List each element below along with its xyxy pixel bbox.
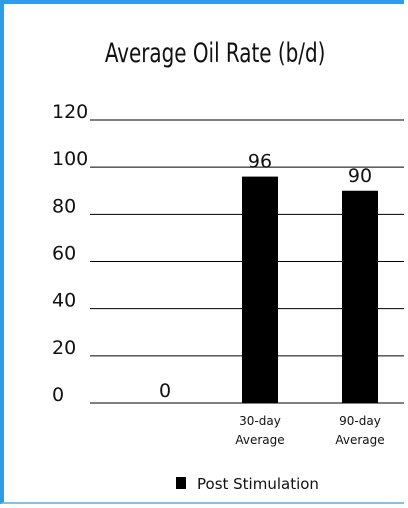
data-label: 96: [248, 151, 272, 173]
y-tick-label: 60: [52, 243, 76, 265]
y-tick-label: 20: [52, 337, 76, 359]
category-label: Average: [335, 433, 384, 447]
category-label: 30-day: [239, 414, 281, 428]
chart-title: Average Oil Rate (b/d): [104, 38, 326, 69]
data-label: 0: [159, 380, 171, 402]
legend-label: Post Stimulation: [197, 475, 319, 493]
data-label: 90: [348, 165, 372, 187]
y-tick-label: 120: [52, 101, 88, 123]
y-tick-label: 40: [52, 290, 76, 312]
y-tick-label: 100: [52, 148, 88, 170]
legend-swatch: [176, 477, 186, 489]
y-tick-label: 0: [52, 384, 64, 406]
y-tick-label: 80: [52, 195, 76, 217]
bar: [242, 176, 278, 403]
category-label: 90-day: [339, 414, 381, 428]
category-label: Average: [235, 433, 284, 447]
bar: [342, 190, 378, 403]
